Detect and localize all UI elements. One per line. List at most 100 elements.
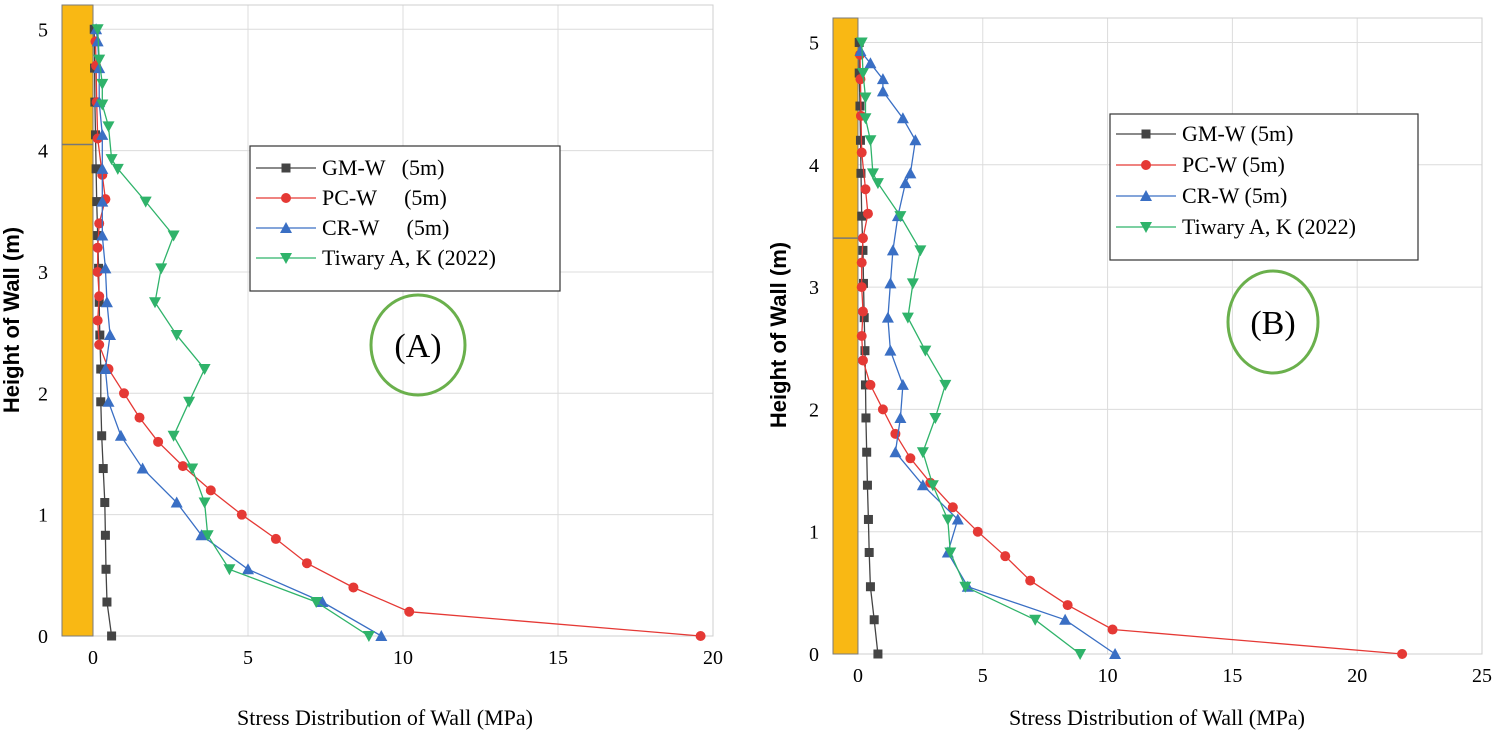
series-line-cr-b bbox=[859, 50, 1116, 655]
data-point-pc-a bbox=[92, 242, 103, 253]
data-point-tiwary-b bbox=[859, 92, 872, 104]
data-point-gm-b bbox=[861, 413, 871, 423]
data-point-pc-b bbox=[856, 257, 867, 268]
data-point-cr-b bbox=[896, 378, 909, 390]
legend-item-gm-b: GM-W (5m) bbox=[1116, 121, 1293, 146]
legend-marker-cr-b bbox=[1140, 190, 1152, 201]
panel-b: 0 5 10 15 20 25 0 1 2 3 4 5 Stress Distribution of… bbox=[766, 17, 1492, 730]
y-tick-label-b: 2 bbox=[809, 399, 819, 421]
data-point-gm-b bbox=[855, 101, 865, 111]
data-point-tiwary-b bbox=[855, 37, 868, 49]
data-point-cr-b bbox=[904, 167, 917, 179]
legend-label-cr-b: CR-W (5m) bbox=[1182, 183, 1287, 208]
data-point-pc-a bbox=[153, 436, 164, 447]
y-axis-label-a: Height of Wall (m) bbox=[0, 227, 24, 413]
data-point-pc-b bbox=[1025, 575, 1036, 586]
legend-rows-a: GM-W (5m) PC-W (5m) CR-W (5m) Tiwary A, K (… bbox=[256, 155, 496, 270]
data-point-pc-a bbox=[270, 533, 281, 544]
data-point-cr-a bbox=[96, 229, 109, 241]
data-point-gm-b bbox=[864, 547, 874, 557]
data-point-cr-a bbox=[99, 363, 112, 375]
data-point-tiwary-a bbox=[96, 78, 109, 90]
data-point-pc-b bbox=[857, 306, 868, 317]
data-point-gm-a bbox=[97, 431, 107, 441]
data-point-tiwary-a bbox=[167, 230, 180, 242]
x-tick-label-a: 10 bbox=[393, 647, 413, 669]
data-point-cr-a bbox=[104, 329, 117, 341]
data-point-cr-b bbox=[886, 244, 899, 256]
data-point-tiwary-a bbox=[186, 463, 199, 475]
legend-item-pc-a: PC-W (5m) bbox=[256, 185, 447, 210]
data-point-pc-a bbox=[119, 388, 129, 399]
data-point-pc-b bbox=[947, 502, 958, 513]
legend-item-cr-a: CR-W (5m) bbox=[256, 215, 449, 240]
data-point-tiwary-a bbox=[139, 196, 152, 208]
data-point-tiwary-a bbox=[362, 631, 375, 642]
data-point-cr-b bbox=[884, 344, 897, 356]
data-point-tiwary-a bbox=[310, 597, 323, 609]
data-point-pc-a bbox=[695, 631, 706, 641]
data-point-pc-b bbox=[1000, 551, 1011, 562]
data-point-pc-b bbox=[862, 208, 873, 219]
y-axis-label-b: Height of Wall (m) bbox=[766, 242, 791, 428]
data-point-cr-b bbox=[894, 411, 907, 423]
legend-b: GM-W (5m) PC-W (5m) CR-W (5m) Tiwary A, K (… bbox=[1109, 113, 1419, 261]
data-point-gm-a bbox=[95, 330, 105, 340]
series-tiwary-a bbox=[91, 24, 375, 642]
x-tick-label-b: 15 bbox=[1222, 665, 1242, 687]
data-point-tiwary-a bbox=[91, 24, 104, 36]
data-point-tiwary-b bbox=[859, 113, 872, 125]
data-point-tiwary-a bbox=[167, 430, 180, 442]
data-point-gm-b bbox=[856, 168, 866, 178]
data-point-pc-b bbox=[865, 379, 876, 390]
x-tick-labels-a: 0 5 10 15 20 bbox=[88, 647, 723, 669]
legend-rows-b: GM-W (5m) PC-W (5m) CR-W (5m) Tiwary A, K (… bbox=[1116, 121, 1356, 239]
data-point-tiwary-b bbox=[1029, 614, 1042, 626]
data-point-gm-b bbox=[865, 582, 875, 592]
data-point-gm-b bbox=[862, 447, 872, 457]
data-point-pc-b bbox=[857, 233, 868, 244]
data-point-cr-a bbox=[93, 62, 106, 74]
data-point-pc-b bbox=[972, 526, 983, 537]
legend-item-pc-b: PC-W (5m) bbox=[1116, 152, 1285, 177]
data-point-tiwary-b bbox=[864, 135, 877, 147]
data-point-tiwary-b bbox=[959, 581, 972, 593]
wall-column-a bbox=[61, 4, 94, 637]
legend-marker-cr-a bbox=[280, 222, 292, 233]
legend-marker-pc-b bbox=[1141, 160, 1151, 170]
data-point-pc-b bbox=[856, 147, 867, 158]
data-point-pc-b bbox=[860, 184, 871, 195]
data-point-gm-a bbox=[98, 464, 108, 474]
data-point-tiwary-b bbox=[941, 514, 954, 526]
data-point-gm-a bbox=[100, 530, 110, 540]
data-point-cr-a bbox=[195, 529, 208, 541]
data-point-gm-a bbox=[100, 498, 110, 508]
data-point-cr-b bbox=[876, 85, 889, 97]
data-point-pc-b bbox=[856, 282, 867, 293]
y-tick-label-a: 0 bbox=[38, 626, 48, 648]
legend-item-gm-a: GM-W (5m) bbox=[256, 155, 444, 180]
legend-a: GM-W (5m) PC-W (5m) CR-W (5m) Tiwary A, K (… bbox=[249, 145, 561, 292]
data-point-pc-b bbox=[1062, 600, 1073, 611]
data-point-pc-b bbox=[1397, 649, 1408, 659]
data-point-cr-b bbox=[896, 112, 909, 124]
data-point-cr-b bbox=[889, 446, 902, 458]
wall-column-b bbox=[832, 17, 859, 655]
data-point-tiwary-a bbox=[201, 530, 214, 542]
panel-label-circle-a bbox=[369, 293, 467, 397]
data-point-tiwary-a bbox=[198, 497, 211, 509]
data-point-pc-a bbox=[92, 315, 103, 326]
data-point-cr-b bbox=[884, 277, 897, 289]
data-point-tiwary-b bbox=[894, 211, 907, 223]
data-point-gm-b bbox=[855, 135, 865, 145]
y-tick-label-b: 5 bbox=[809, 32, 819, 54]
data-point-cr-a bbox=[170, 496, 183, 508]
data-point-gm-a bbox=[93, 231, 103, 241]
y-tick-label-b: 0 bbox=[809, 644, 819, 666]
panel-label-circle-b bbox=[1226, 269, 1320, 375]
data-point-cr-a bbox=[96, 162, 109, 174]
series-line-cr-a bbox=[95, 29, 382, 637]
data-point-gm-a bbox=[96, 397, 106, 407]
legend-box-a bbox=[249, 145, 561, 292]
data-point-tiwary-b bbox=[901, 312, 914, 324]
